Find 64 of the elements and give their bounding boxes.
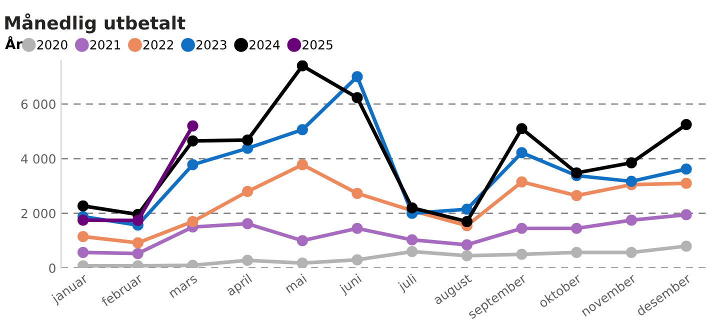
legend-title: År: [5, 36, 23, 50]
point: [132, 248, 144, 260]
x-tick-label: mai: [284, 274, 307, 294]
point: [242, 254, 254, 266]
point: [77, 200, 89, 212]
point: [352, 92, 363, 104]
point: [242, 134, 254, 146]
point: [461, 216, 472, 228]
legend-label: 2022: [143, 40, 174, 50]
point: [77, 214, 89, 226]
y-tick-label: 6 000: [21, 100, 56, 109]
point: [680, 209, 692, 220]
point: [680, 118, 692, 130]
point: [352, 188, 363, 199]
point: [296, 235, 308, 246]
point: [461, 204, 472, 215]
point: [187, 120, 198, 132]
point: [516, 176, 528, 188]
y-tick-label: 4 000: [21, 154, 56, 164]
legend-label: 2024: [250, 40, 280, 50]
point: [571, 222, 582, 234]
point: [571, 190, 582, 202]
point: [242, 186, 254, 198]
point: [296, 258, 308, 268]
point: [296, 159, 308, 170]
point: [352, 71, 363, 82]
point: [406, 246, 418, 258]
y-tick-label: 0: [49, 263, 56, 273]
legend-label: 2023: [196, 40, 226, 50]
point: [571, 246, 582, 258]
legend-label: 2021: [90, 40, 120, 50]
point: [516, 123, 528, 134]
point: [406, 202, 418, 214]
point: [680, 240, 692, 252]
point: [626, 157, 637, 168]
point: [187, 216, 198, 228]
point: [516, 147, 528, 158]
y-tick-label: 2 000: [21, 208, 56, 218]
point: [626, 214, 637, 226]
point: [516, 248, 528, 260]
point: [132, 237, 144, 248]
point: [461, 250, 472, 262]
legend-label: 2025: [302, 40, 332, 50]
point: [132, 214, 144, 226]
point: [296, 60, 308, 72]
point: [352, 254, 363, 266]
x-tick-label: juli: [396, 274, 418, 294]
point: [352, 222, 363, 234]
point: [680, 178, 692, 189]
point: [77, 231, 89, 242]
point: [242, 218, 254, 230]
point: [516, 222, 528, 234]
point: [680, 164, 692, 175]
point: [187, 159, 198, 170]
point: [77, 246, 89, 258]
chart-title: Månedlig utbetalt: [5, 13, 186, 34]
point: [406, 234, 418, 246]
point: [187, 135, 198, 146]
point: [296, 124, 308, 136]
legend-label: 2020: [37, 40, 68, 50]
point: [571, 167, 582, 178]
point: [626, 176, 637, 187]
point: [461, 239, 472, 250]
point: [626, 246, 637, 258]
